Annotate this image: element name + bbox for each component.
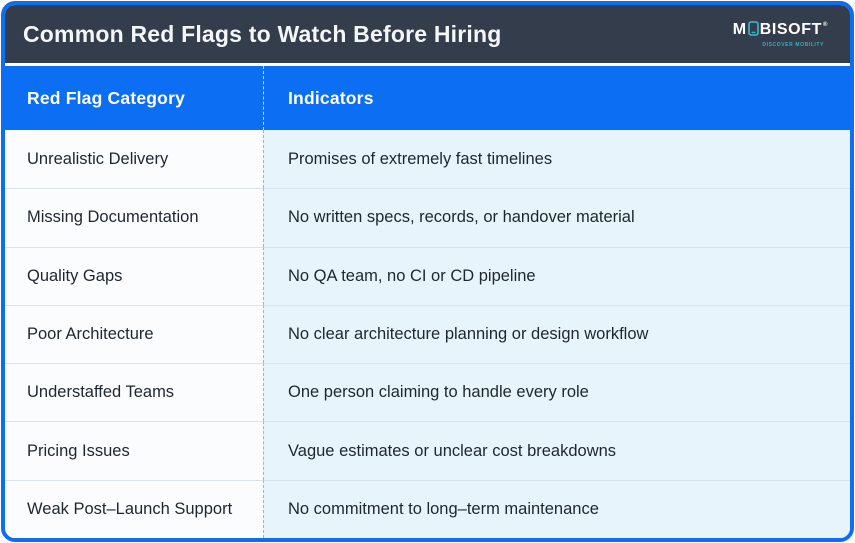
table-row: Understaffed Teams One person claiming t… [5,363,850,422]
category-cell: Unrealistic Delivery [5,130,263,189]
table-row: Poor Architecture No clear architecture … [5,304,850,364]
indicator-cell: Vague estimates or unclear cost breakdow… [263,421,850,480]
category-cell: Missing Documentation [5,188,263,247]
category-cell: Pricing Issues [5,421,263,480]
table-row: Weak Post–Launch Support No commitment t… [5,479,850,538]
indicator-cell: Promises of extremely fast timelines [263,130,850,189]
indicator-cell: No clear architecture planning or design… [263,304,850,364]
logo-tagline: DISCOVER MOBILITY [762,41,824,48]
red-flags-table: Red Flag Category Indicators Unrealistic… [5,66,850,538]
header-separator [5,63,850,66]
logo-text-prefix: M [732,21,747,38]
logo-wordmark: M BISOFT ® [732,20,828,40]
category-cell: Poor Architecture [5,304,263,364]
indicator-cell: No QA team, no CI or CD pipeline [263,246,850,305]
mobisoft-logo: M BISOFT ® DISCOVER MOBILITY [732,20,828,48]
registered-mark: ® [822,21,828,28]
table-header-row: Red Flag Category Indicators [5,66,850,130]
column-header-category: Red Flag Category [27,87,186,108]
page-title: Common Red Flags to Watch Before Hiring [23,20,502,47]
category-cell: Weak Post–Launch Support [5,479,263,538]
category-cell: Quality Gaps [5,246,263,305]
indicator-cell: One person claiming to handle every role [263,363,850,422]
phone-icon [747,20,759,40]
table-body: Unrealistic Delivery Promises of extreme… [5,130,850,538]
indicator-cell: No written specs, records, or handover m… [263,188,850,247]
table-row: Quality Gaps No QA team, no CI or CD pip… [5,246,850,305]
title-bar: Common Red Flags to Watch Before Hiring … [5,5,850,63]
indicator-cell: No commitment to long–term maintenance [263,479,850,538]
table-row: Unrealistic Delivery Promises of extreme… [5,130,850,189]
column-header-indicators: Indicators [263,66,850,130]
logo-text-suffix: BISOFT [759,21,822,38]
category-cell: Understaffed Teams [5,363,263,422]
table-row: Missing Documentation No written specs, … [5,188,850,247]
table-row: Pricing Issues Vague estimates or unclea… [5,421,850,480]
